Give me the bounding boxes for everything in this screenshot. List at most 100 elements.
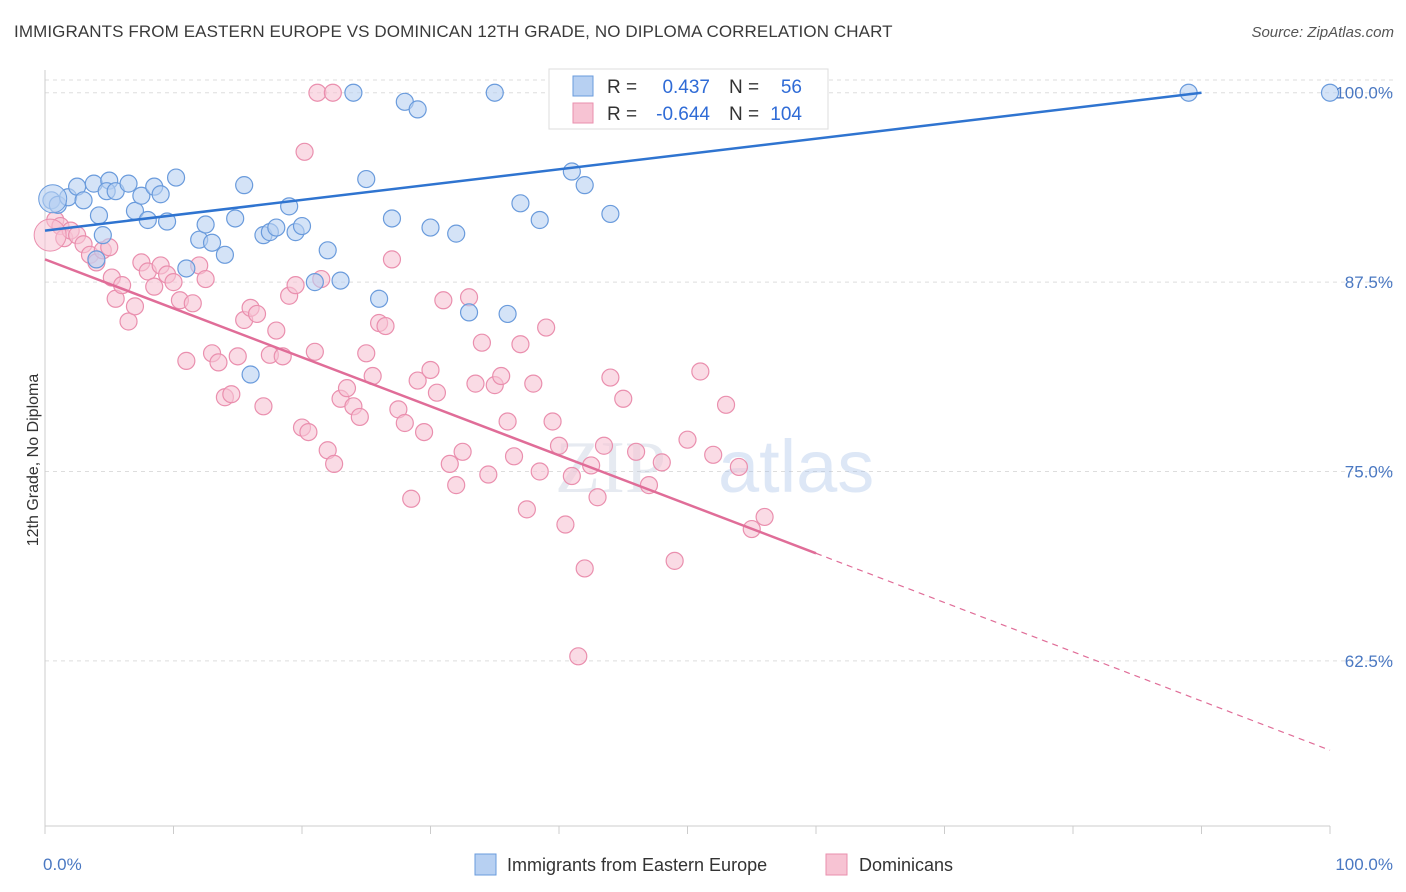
dominicans-point [325, 454, 344, 474]
dominicans-trend-line [44, 258, 817, 555]
dominicans-point [183, 294, 202, 313]
dominicans-point [247, 304, 267, 324]
dominicans-point [549, 436, 569, 455]
y-tick-labels: 62.5% 75.0% 87.5% 100.0% [1335, 84, 1393, 671]
legend-pink-swatch [572, 102, 594, 124]
dominicans-point [308, 83, 327, 102]
eastern-europe-point [575, 176, 594, 195]
dominicans-point [119, 312, 138, 331]
eastern-europe-point [408, 100, 427, 119]
dominicans-point [704, 445, 723, 464]
dominicans-point [562, 466, 581, 486]
dominicans-point [323, 83, 342, 102]
eastern-europe-point [459, 303, 479, 322]
dominicans-point [196, 269, 215, 289]
eastern-europe-point [357, 169, 376, 189]
dominicans-point [626, 442, 646, 461]
dominicans-point [588, 488, 607, 507]
y-axis-title: 12th Grade, No Diploma [25, 374, 42, 547]
dominicans-point [145, 277, 164, 296]
dominicans-point [267, 321, 286, 340]
y-tick-label: 62.5% [1345, 652, 1393, 671]
dominicans-point [337, 379, 357, 398]
dominicans-point [755, 507, 774, 527]
series-legend: Immigrants from Eastern Europe Dominican… [474, 853, 953, 876]
eastern-europe-point [485, 83, 504, 102]
eastern-europe-point [151, 185, 170, 204]
dominicans-point [414, 422, 434, 442]
trend-lines [44, 91, 1331, 751]
eastern-europe-point [267, 218, 286, 237]
chart-title: IMMIGRANTS FROM EASTERN EUROPE VS DOMINI… [14, 22, 893, 41]
legend-n-value-2: 104 [770, 104, 802, 125]
eastern-europe-point [331, 271, 350, 290]
dominicans-point [524, 374, 543, 393]
dominicans-point [222, 385, 241, 404]
dominicans-point [164, 273, 183, 292]
legend-r-value-2: -0.644 [656, 104, 710, 125]
eastern-europe-trend-line [44, 91, 1202, 232]
eastern-europe-point [447, 224, 466, 243]
dominicans-point [350, 407, 369, 427]
x-tick-label: 100.0% [1335, 855, 1393, 874]
eastern-europe-point [74, 191, 93, 210]
dominicans-point [357, 344, 376, 363]
eastern-europe-points [38, 83, 1340, 384]
eastern-europe-point [382, 209, 402, 228]
correlation-legend: R = 0.437 N = 56 R = -0.644 N = 104 [548, 68, 829, 130]
x-tick-labels: 0.0% 100.0% [43, 855, 1393, 874]
dominicans-point [511, 335, 530, 354]
dominicans-point [453, 442, 472, 461]
eastern-europe-point [562, 162, 581, 181]
eastern-europe-point [601, 204, 620, 224]
dominicans-point [305, 342, 324, 361]
eastern-europe-point [530, 210, 549, 230]
dominicans-point [376, 316, 395, 336]
dominicans-point [421, 360, 440, 380]
legend-r-label-1: R = [607, 77, 637, 98]
eastern-europe-point [498, 304, 517, 324]
y-tick-label: 100.0% [1335, 84, 1393, 103]
dominicans-point [228, 347, 247, 366]
dominicans-point [537, 318, 556, 337]
eastern-europe-point-large [38, 184, 68, 214]
dominicans-point [479, 465, 498, 484]
dominicans-point [716, 395, 736, 414]
eastern-europe-point [235, 176, 254, 195]
eastern-europe-point [344, 83, 363, 102]
dominicans-point [254, 397, 273, 416]
eastern-europe-point [226, 209, 245, 228]
dominicans-point [447, 476, 466, 495]
eastern-europe-point [215, 245, 234, 264]
eastern-europe-point [119, 174, 138, 193]
y-tick-label: 75.0% [1345, 462, 1393, 481]
dominicans-point [614, 389, 633, 408]
eastern-europe-point [202, 233, 222, 252]
dominicans-point [665, 551, 684, 570]
eastern-europe-point [318, 241, 337, 260]
bottom-legend-label-2: Dominicans [859, 855, 953, 875]
dominicans-point [395, 413, 414, 433]
dominicans-point [177, 351, 196, 370]
dominicans-point [440, 454, 459, 474]
legend-n-label-2: N = [729, 104, 759, 125]
dominicans-point [691, 362, 710, 381]
dominicans-point [601, 368, 620, 387]
eastern-europe-point [292, 216, 312, 236]
x-tick-label: 0.0% [43, 855, 82, 874]
dominicans-point [594, 436, 614, 455]
eastern-europe-point [241, 365, 260, 384]
eastern-europe-point [305, 273, 324, 292]
eastern-europe-point [196, 215, 215, 234]
dominicans-point [517, 500, 536, 519]
chart-source: Source: ZipAtlas.com [1251, 24, 1394, 41]
eastern-europe-point [89, 206, 109, 225]
eastern-europe-point [87, 250, 106, 269]
legend-box [548, 68, 829, 130]
eastern-europe-point [93, 226, 112, 245]
eastern-europe-point [177, 259, 196, 278]
eastern-europe-point [421, 218, 440, 237]
dominicans-point [408, 371, 427, 390]
dominicans-point [569, 647, 588, 666]
dominicans-point-large [33, 218, 67, 252]
